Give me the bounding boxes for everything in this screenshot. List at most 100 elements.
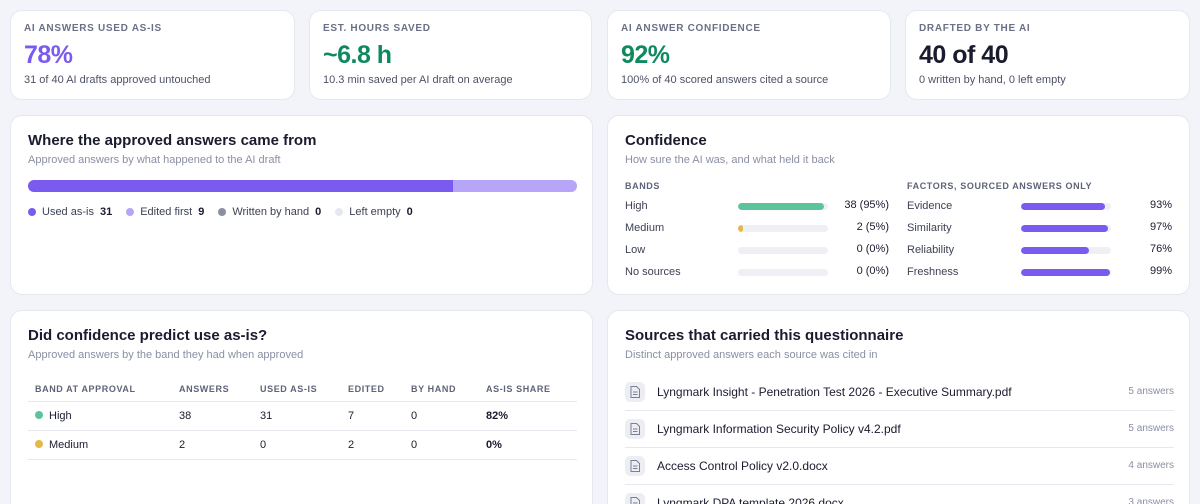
band-cell: Medium [28, 430, 172, 460]
source-count: 5 answers [1128, 386, 1174, 397]
origin-panel: Where the approved answers came from App… [10, 115, 593, 295]
answers-cell: 2 [172, 430, 253, 460]
legend-item-written-by-hand: Written by hand 0 [218, 206, 321, 218]
origin-stacked-bar [28, 180, 577, 192]
document-icon [625, 381, 645, 402]
legend-item-used-as-is: Used as-is 31 [28, 206, 112, 218]
answers-cell: 38 [172, 401, 253, 431]
kpi-subtext: 31 of 40 AI drafts approved untouched [24, 74, 211, 86]
stack-segment-edited-first [453, 180, 577, 192]
band-track-high [738, 203, 828, 210]
band-dot-high [35, 410, 43, 419]
column-header: EDITED [341, 377, 404, 402]
source-name[interactable]: Lyngmark Information Security Policy v4.… [657, 421, 901, 436]
table-row: High 38 31 7 0 82% [28, 401, 577, 431]
band-cell: High [28, 401, 172, 431]
document-icon [625, 492, 645, 504]
by-hand-cell: 0 [404, 430, 479, 460]
legend-count: 9 [198, 206, 205, 218]
factor-track-similarity [1021, 225, 1111, 232]
kpi-value: 40 of 40 [919, 41, 1009, 69]
legend-label: Used as-is [42, 206, 94, 218]
factor-track-reliability [1021, 247, 1111, 254]
legend-count: 0 [406, 206, 413, 218]
kpi-card-confidence: AI ANSWER CONFIDENCE 92% 100% of 40 scor… [607, 10, 891, 100]
edited-cell: 7 [341, 401, 404, 431]
factor-value-reliability: 76% [1149, 243, 1172, 255]
factor-value-evidence: 93% [1149, 199, 1172, 211]
stack-segment-used-as-is [28, 180, 454, 192]
panel-subtitle: How sure the AI was, and what held it ba… [625, 154, 835, 166]
legend-dot [218, 208, 227, 216]
by-hand-cell: 0 [404, 401, 479, 431]
edited-cell: 2 [341, 430, 404, 460]
column-header: AS-IS SHARE [479, 377, 577, 402]
band-label-low: Low [625, 244, 646, 256]
factor-fill-evidence [1021, 203, 1105, 210]
column-header: BY HAND [404, 377, 479, 402]
document-icon [625, 455, 645, 476]
table-header-row: BAND AT APPROVAL ANSWERS USED AS-IS EDIT… [28, 377, 577, 402]
source-name[interactable]: Lyngmark DPA template 2026.docx [657, 495, 844, 504]
predict-table: BAND AT APPROVAL ANSWERS USED AS-IS EDIT… [28, 377, 577, 460]
kpi-subtext: 100% of 40 scored answers cited a source [621, 74, 829, 86]
legend-count: 31 [99, 206, 113, 218]
factor-label-freshness: Freshness [907, 266, 959, 278]
kpi-value: 78% [24, 41, 73, 69]
band-value-medium: 2 (5%) [856, 221, 889, 233]
factor-label-reliability: Reliability [907, 244, 955, 256]
legend-item-edited-first: Edited first 9 [126, 206, 204, 218]
panel-title: Confidence [625, 132, 707, 149]
kpi-value: 92% [621, 41, 670, 69]
bands-label: BANDS [625, 181, 661, 191]
source-row[interactable]: Access Control Policy v2.0.docx 4 answers [625, 447, 1174, 485]
share-cell: 82% [479, 401, 577, 431]
column-header: ANSWERS [172, 377, 253, 402]
factor-value-freshness: 99% [1149, 265, 1172, 277]
band-label: High [49, 409, 72, 422]
legend-count: 0 [315, 206, 322, 218]
source-count: 5 answers [1128, 423, 1174, 434]
column-header: BAND AT APPROVAL [28, 377, 172, 402]
band-fill-high [738, 203, 824, 210]
factor-value-similarity: 97% [1149, 221, 1172, 233]
factor-fill-similarity [1021, 225, 1109, 232]
kpi-subtext: 10.3 min saved per AI draft on average [323, 74, 513, 86]
band-label: Medium [49, 438, 89, 451]
factor-track-evidence [1021, 203, 1111, 210]
used-cell: 0 [253, 430, 341, 460]
band-fill-medium [738, 225, 743, 232]
panel-subtitle: Approved answers by what happened to the… [28, 154, 281, 166]
kpi-label: AI ANSWERS USED AS-IS [24, 23, 162, 34]
band-value-high: 38 (95%) [844, 199, 889, 211]
share-cell: 0% [479, 430, 577, 460]
origin-legend: Used as-is 31 Edited first 9 Written by hand… [28, 206, 427, 218]
used-cell: 31 [253, 401, 341, 431]
band-dot-medium [35, 439, 43, 448]
factor-track-freshness [1021, 269, 1111, 276]
confidence-panel: Confidence How sure the AI was, and what… [607, 115, 1190, 295]
kpi-card-drafted: DRAFTED BY THE AI 40 of 40 0 written by … [905, 10, 1190, 100]
source-count: 4 answers [1128, 460, 1174, 471]
kpi-card-hours-saved: EST. HOURS SAVED ~6.8 h 10.3 min saved p… [309, 10, 592, 100]
legend-dot [28, 208, 36, 216]
factors-label: FACTORS, SOURCED ANSWERS ONLY [907, 181, 1093, 191]
band-track-no-sources [738, 269, 828, 276]
source-name[interactable]: Lyngmark Insight - Penetration Test 2026… [657, 384, 1012, 399]
band-track-medium [738, 225, 828, 232]
source-count: 3 answers [1128, 497, 1174, 504]
document-icon [625, 418, 645, 439]
source-row[interactable]: Lyngmark Insight - Penetration Test 2026… [625, 373, 1174, 411]
band-value-no-sources: 0 (0%) [856, 265, 889, 277]
legend-label: Left empty [349, 206, 401, 218]
band-value-low: 0 (0%) [856, 243, 889, 255]
source-name[interactable]: Access Control Policy v2.0.docx [657, 458, 828, 473]
panel-title: Where the approved answers came from [28, 132, 317, 149]
panel-subtitle: Approved answers by the band they had wh… [28, 349, 304, 361]
source-row[interactable]: Lyngmark Information Security Policy v4.… [625, 410, 1174, 448]
legend-dot [335, 208, 344, 216]
column-header: USED AS-IS [253, 377, 341, 402]
source-row[interactable]: Lyngmark DPA template 2026.docx 3 answers [625, 484, 1174, 504]
predict-panel: Did confidence predict use as-is? Approv… [10, 310, 593, 504]
factor-fill-freshness [1021, 269, 1111, 276]
